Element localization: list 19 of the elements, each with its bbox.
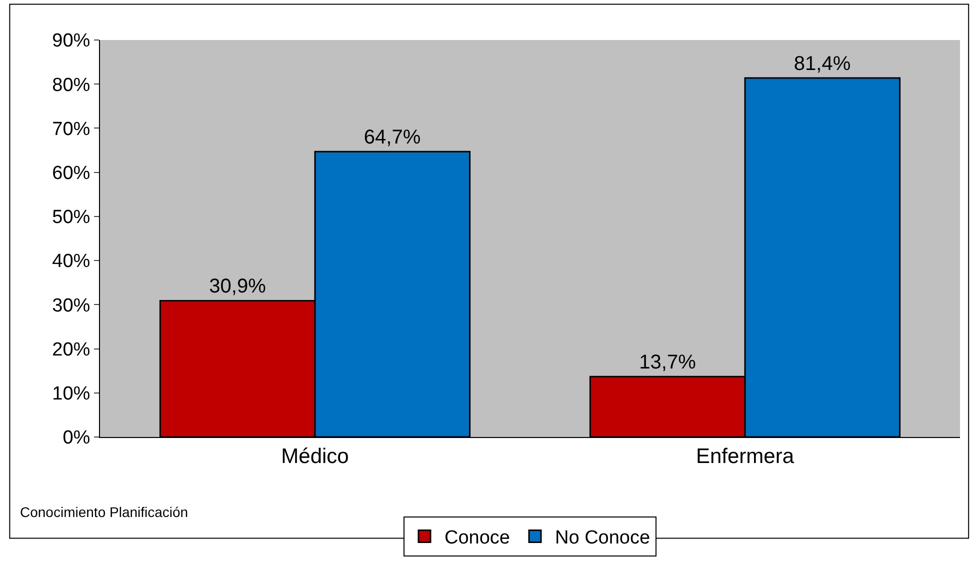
y-tick-label: 40% [52, 251, 90, 272]
x-tick-label: Enfermera [696, 445, 794, 468]
data-label: 81,4% [794, 52, 851, 75]
x-tick-label: Médico [281, 445, 349, 468]
y-tick-label: 20% [52, 339, 90, 360]
data-label: 13,7% [639, 352, 696, 374]
y-tick-label: 60% [52, 162, 90, 184]
y-tick-label: 0% [62, 428, 90, 449]
legend-label: No Conoce [555, 528, 650, 549]
y-tick-label: 10% [52, 384, 90, 405]
legend-label: Conoce [444, 528, 510, 549]
y-tick-label: 50% [52, 207, 90, 228]
data-label: 64,7% [364, 126, 421, 149]
data-label: 30,9% [209, 276, 266, 298]
y-tick-label: 90% [52, 30, 90, 52]
y-tick-label: 70% [52, 118, 90, 140]
y-tick-label: 30% [52, 295, 90, 316]
y-tick-label: 80% [52, 74, 90, 96]
text: Conocimiento Planificación [20, 504, 188, 520]
